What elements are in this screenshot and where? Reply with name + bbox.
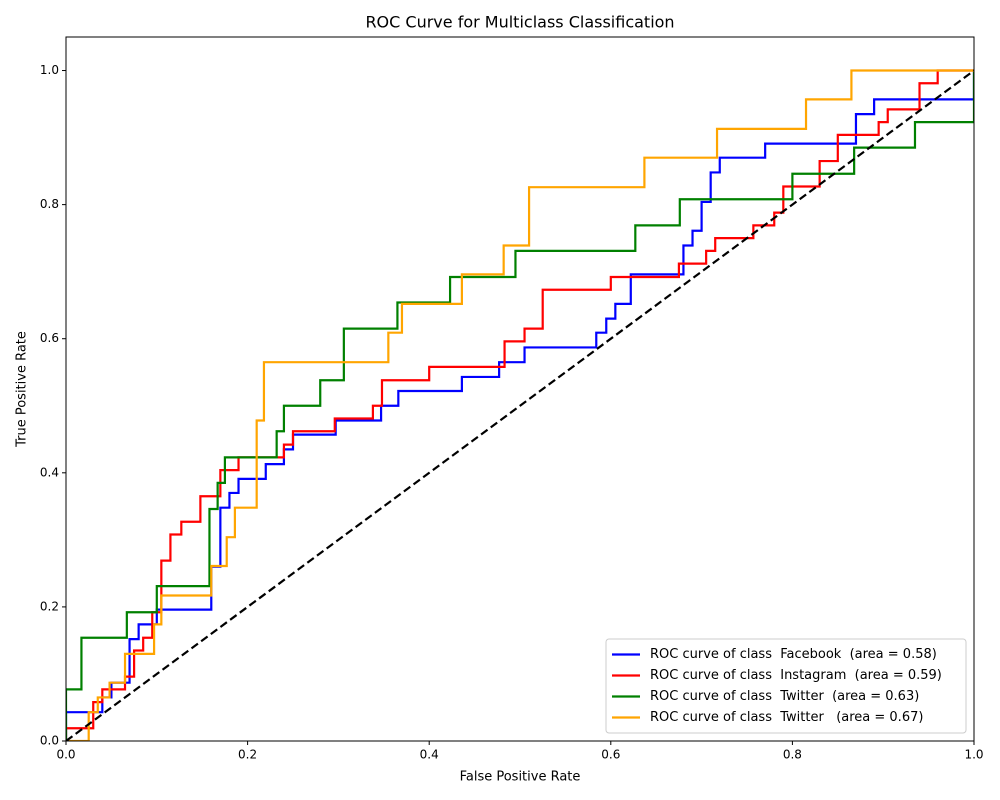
legend-label: ROC curve of class Facebook (area = 0.58… (650, 647, 937, 662)
y-tick-label: 0.6 (40, 331, 59, 345)
x-axis-label: False Positive Rate (460, 770, 581, 785)
x-tick-label: 0.0 (56, 748, 75, 762)
x-tick-label: 0.4 (420, 748, 439, 762)
chart-title: ROC Curve for Multiclass Classification (365, 13, 674, 32)
legend-box (605, 638, 967, 734)
legend-label: ROC curve of class Instagram (area = 0.5… (650, 668, 942, 683)
y-axis-label: True Positive Rate (15, 331, 30, 448)
y-tick-label: 1.0 (40, 63, 59, 77)
y-tick-label: 0.0 (40, 734, 59, 748)
legend-label: ROC curve of class Twitter (area = 0.67) (650, 710, 923, 725)
reference-line (66, 69, 974, 741)
roc-curve (66, 69, 974, 741)
x-tick-label: 1.0 (964, 748, 983, 762)
roc-curve (66, 70, 974, 741)
legend-label: ROC curve of class Twitter (area = 0.63) (650, 689, 919, 704)
x-tick-label: 0.2 (238, 748, 257, 762)
roc-curve (66, 69, 974, 741)
y-tick-label: 0.8 (40, 197, 59, 211)
y-tick-label: 0.2 (40, 599, 59, 613)
x-tick-label: 0.8 (783, 748, 802, 762)
roc-curve (66, 70, 974, 741)
plot-frame (65, 36, 975, 742)
y-tick-label: 0.4 (40, 465, 59, 479)
x-tick-label: 0.6 (601, 748, 620, 762)
